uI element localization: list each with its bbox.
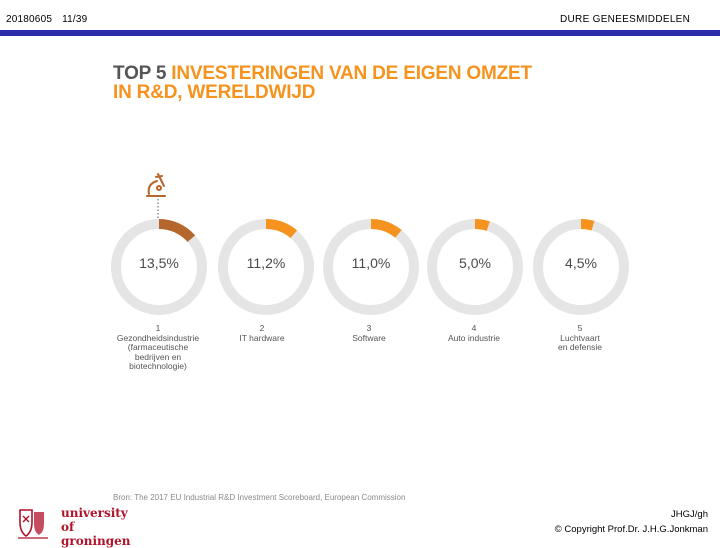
category-label: 4 Auto industrie xyxy=(419,323,529,343)
donut-3: 11,0% xyxy=(322,218,420,316)
donut-percentage: 4,5% xyxy=(565,255,597,271)
footer-right: JHGJ/gh © Copyright Prof.Dr. J.H.G.Jonkm… xyxy=(555,507,708,537)
title-line2: IN R&D, WERELDWIJD xyxy=(113,82,316,103)
header-bar xyxy=(0,30,720,36)
donut-percentage: 11,2% xyxy=(246,255,286,271)
footer-copyright: © Copyright Prof.Dr. J.H.G.Jonkman xyxy=(554,524,708,535)
category-rank: 5 xyxy=(577,323,583,333)
header-left: 20180605 11/39 xyxy=(6,14,87,25)
donut-5: 4,5% xyxy=(532,218,630,316)
source-note: Bron: The 2017 EU Industrial R&D Investm… xyxy=(113,493,406,502)
donut-segment xyxy=(323,219,419,315)
donut-percentage: 11,0% xyxy=(351,255,391,271)
category-label-line: Auto industrie xyxy=(448,332,500,343)
header-date: 20180605 xyxy=(6,14,53,25)
category-label: 3 Software xyxy=(314,323,424,343)
category-rank: 3 xyxy=(366,323,372,333)
logo-line1: university of xyxy=(61,506,128,534)
title-top5: TOP 5 xyxy=(113,63,172,84)
category-label-line: Software xyxy=(352,332,386,343)
category-rank: 4 xyxy=(471,323,477,333)
category-label-line: bedrijven en xyxy=(134,351,182,362)
donut-segment xyxy=(111,219,207,315)
donut-segment xyxy=(533,219,629,315)
category-label: 1 Gezondheidsindustrie (farmaceutische bedr… xyxy=(103,323,213,372)
microscope-icon xyxy=(146,173,166,218)
header-page: 11/39 xyxy=(62,14,88,25)
donut-percentage: 13,5% xyxy=(139,255,179,271)
category-label: 2 IT hardware xyxy=(207,323,317,343)
category-label-line: biotechnologie) xyxy=(129,361,187,371)
footer-author: JHGJ/gh xyxy=(671,509,708,520)
donut-segment xyxy=(427,219,523,315)
donut-segment xyxy=(218,219,314,315)
slide-title: TOP 5 INVESTERINGEN VAN DE EIGEN OMZET I… xyxy=(113,64,532,102)
category-label-line: (farmaceutische xyxy=(127,342,189,352)
category-label-line: IT hardware xyxy=(239,332,285,343)
title-main: INVESTERINGEN VAN DE EIGEN OMZET xyxy=(171,63,532,84)
crest-icon xyxy=(18,509,48,539)
category-label: 5 Luchtvaart en defensie xyxy=(525,323,635,353)
header-title: DURE GENEESMIDDELEN xyxy=(560,14,691,25)
category-label-line: en defensie xyxy=(558,342,602,352)
donut-percentage: 5,0% xyxy=(459,255,491,271)
category-label-line: Luchtvaart xyxy=(560,332,600,343)
donut-2: 11,2% xyxy=(217,218,315,316)
donut-4: 5,0% xyxy=(426,218,524,316)
logo-line2: groningen xyxy=(61,534,131,548)
category-label-line: Gezondheidsindustrie xyxy=(116,332,200,343)
donut-1: 13,5% xyxy=(110,218,208,316)
category-rank: 2 xyxy=(259,323,265,333)
university-logo: university of groningen xyxy=(14,506,134,548)
category-rank: 1 xyxy=(155,323,161,333)
